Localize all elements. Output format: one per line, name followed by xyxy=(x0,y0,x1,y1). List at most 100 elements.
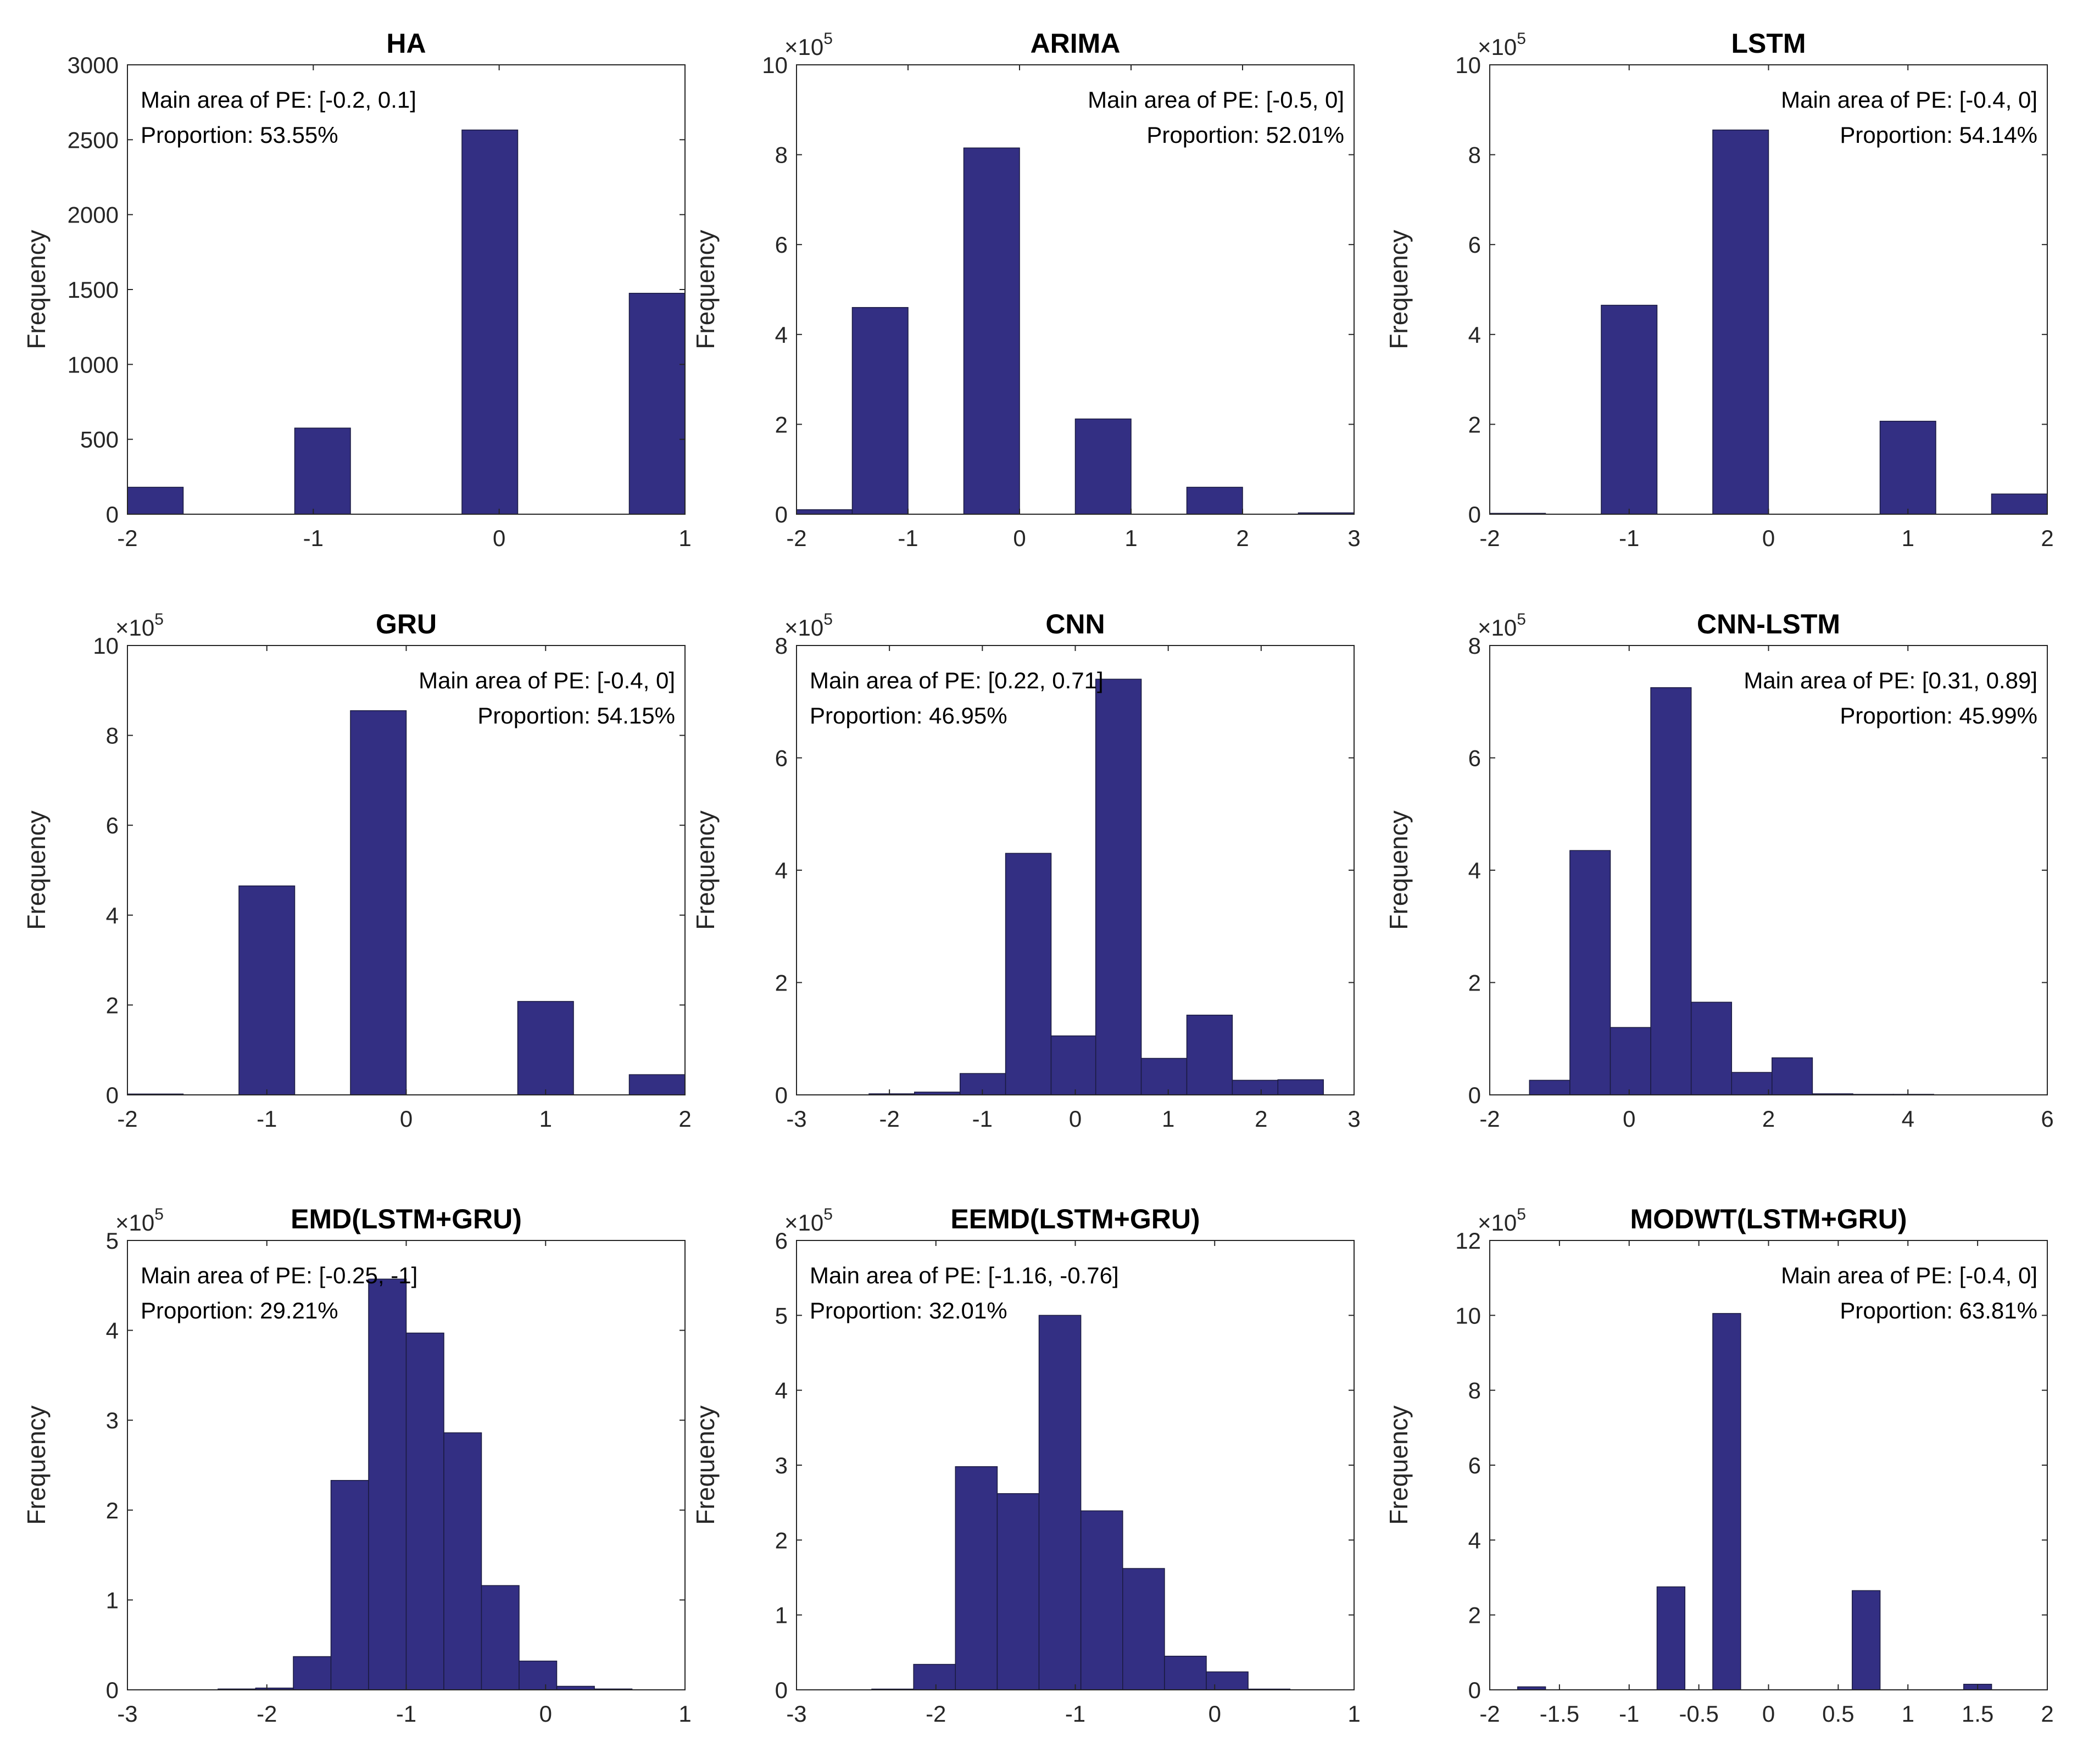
histogram-bar xyxy=(1050,1035,1096,1095)
histogram-bar xyxy=(1601,304,1658,515)
y-axis-multiplier: ×105 xyxy=(115,610,164,641)
y-tick-label: 8 xyxy=(775,633,788,659)
x-tick-label: -2 xyxy=(786,525,806,551)
histogram-bar xyxy=(1772,1057,1813,1095)
x-tick-label: 2 xyxy=(1255,1106,1267,1132)
chart-title: HA xyxy=(386,28,426,59)
multiplier-exponent: 5 xyxy=(823,30,833,48)
histogram-bar xyxy=(1206,1671,1249,1690)
multiplier-exponent: 5 xyxy=(823,1205,833,1223)
x-tick-label: 0 xyxy=(539,1701,552,1727)
annotation-main-area: Main area of PE: [-0.5, 0] xyxy=(1088,87,1344,113)
y-tick-label: 2 xyxy=(106,1498,119,1523)
histogram-bar xyxy=(1277,1079,1324,1095)
x-tick-label: -2 xyxy=(879,1106,899,1132)
chart-title: CNN-LSTM xyxy=(1697,609,1840,639)
histogram-bar xyxy=(1080,1510,1123,1690)
x-tick-label: 2 xyxy=(2041,525,2053,551)
histogram-bar xyxy=(1712,1313,1741,1690)
x-tick-label: 2 xyxy=(1762,1106,1775,1132)
histogram-bar xyxy=(238,885,296,1095)
histogram-bar xyxy=(1731,1072,1773,1095)
x-tick-label: -3 xyxy=(786,1701,806,1727)
y-tick-label: 8 xyxy=(775,142,788,168)
x-tick-label: -1 xyxy=(396,1701,416,1727)
histogram-bar xyxy=(628,1074,686,1095)
y-tick-label: 4 xyxy=(1468,858,1481,883)
x-tick-label: -1 xyxy=(303,525,324,551)
axes-box xyxy=(796,64,1355,515)
y-tick-label: 3000 xyxy=(68,52,119,78)
multiplier-exponent: 5 xyxy=(1517,610,1526,628)
y-tick-label: 0 xyxy=(1468,502,1481,527)
x-tick-label: -2 xyxy=(1479,525,1500,551)
histogram-panel: -2 -1 0 1 2 3 0 2 4 6 8 10 ARIMA Frequency ×105 Main ar… xyxy=(691,28,1361,551)
histogram-bar xyxy=(1610,1027,1651,1095)
y-axis-multiplier: ×105 xyxy=(784,1205,833,1236)
y-tick-label: 1 xyxy=(106,1587,119,1613)
x-tick-label: 4 xyxy=(1902,1106,1914,1132)
x-tick-label: 3 xyxy=(1347,525,1360,551)
y-tick-label: 8 xyxy=(106,723,119,749)
histogram-bar xyxy=(913,1663,956,1690)
histogram-bar xyxy=(796,509,853,515)
histogram-bar xyxy=(127,487,184,515)
y-tick-label: 500 xyxy=(80,427,119,453)
y-axis-label: Frequency xyxy=(1384,1405,1413,1524)
multiplier-exponent: 5 xyxy=(823,610,833,628)
histogram-bar xyxy=(1095,678,1142,1095)
histogram-bar xyxy=(461,129,519,515)
annotation-proportion: Proportion: 63.81% xyxy=(1840,1298,2037,1323)
histogram-bar xyxy=(1005,853,1052,1095)
histogram-bar xyxy=(996,1493,1040,1690)
y-axis-multiplier: ×105 xyxy=(784,30,833,60)
y-axis-multiplier: ×105 xyxy=(784,610,833,641)
histogram-panel: -3 -2 -1 0 1 0 1 2 3 4 5 EMD(LSTM+GRU) Frequency ×105… xyxy=(22,1204,692,1727)
annotation-proportion: Proportion: 52.01% xyxy=(1146,122,1344,148)
x-tick-label: 0 xyxy=(1623,1106,1635,1132)
y-tick-label: 10 xyxy=(1455,52,1481,78)
multiplier-base: ×10 xyxy=(1478,1210,1517,1236)
y-tick-label: 0 xyxy=(775,1677,788,1703)
y-tick-label: 2 xyxy=(1468,411,1481,437)
x-tick-label: 1 xyxy=(678,525,691,551)
x-tick-label: -2 xyxy=(1479,1701,1500,1727)
y-axis-multiplier: ×105 xyxy=(1478,1205,1526,1236)
multiplier-base: ×10 xyxy=(1478,615,1517,641)
histogram-bar xyxy=(1852,1590,1881,1690)
annotation-proportion: Proportion: 45.99% xyxy=(1840,703,2037,728)
y-axis-multiplier: ×105 xyxy=(1478,30,1526,60)
x-tick-label: 0.5 xyxy=(1822,1701,1854,1727)
histogram-bar xyxy=(1650,687,1692,1095)
chart-title: CNN xyxy=(1045,609,1105,639)
y-axis-multiplier: ×105 xyxy=(115,1205,164,1236)
x-tick-label: -1.5 xyxy=(1540,1701,1579,1727)
histogram-bar xyxy=(1186,1015,1233,1095)
x-tick-label: -1 xyxy=(1619,525,1639,551)
histogram-panel: -2 -1 0 1 0 500 1000 1500 2000 2500 3000 HA Frequenc… xyxy=(22,28,692,551)
y-tick-label: 8 xyxy=(1468,1378,1481,1404)
annotation-proportion: Proportion: 46.95% xyxy=(810,703,1007,728)
x-tick-label: -1 xyxy=(972,1106,993,1132)
y-tick-label: 0 xyxy=(1468,1677,1481,1703)
multiplier-base: ×10 xyxy=(115,615,154,641)
histogram-panel: -2 -1 0 1 2 0 2 4 6 8 10 GRU Frequency ×105 Main area … xyxy=(22,609,692,1132)
histogram-bar xyxy=(628,293,686,515)
y-tick-label: 4 xyxy=(1468,322,1481,348)
x-tick-label: -1 xyxy=(898,525,918,551)
annotation-proportion: Proportion: 29.21% xyxy=(141,1298,338,1323)
x-tick-label: -0.5 xyxy=(1679,1701,1718,1727)
histogram-bar xyxy=(1038,1315,1082,1690)
multiplier-exponent: 5 xyxy=(154,610,164,628)
histogram-bar xyxy=(443,1432,482,1690)
histogram-bar xyxy=(519,1660,558,1690)
x-tick-label: 0 xyxy=(493,525,505,551)
annotation-main-area: Main area of PE: [-0.4, 0] xyxy=(1781,1262,2037,1288)
y-tick-label: 4 xyxy=(775,322,788,348)
y-tick-label: 4 xyxy=(106,1318,119,1344)
y-tick-label: 3 xyxy=(775,1453,788,1478)
chart-title: ARIMA xyxy=(1031,28,1121,59)
x-tick-label: 0 xyxy=(1208,1701,1221,1727)
